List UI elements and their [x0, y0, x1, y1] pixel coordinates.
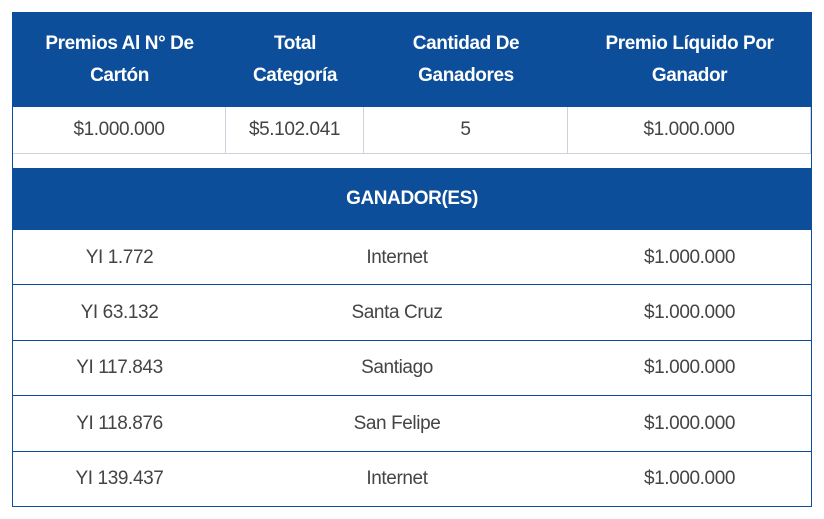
winner-row	[13, 341, 811, 397]
winner-cell: YI 117.843	[76, 357, 163, 379]
winner-cell: YI 118.876	[76, 412, 163, 434]
summary-cell: $1.000.000	[13, 107, 226, 154]
winner-row	[13, 230, 811, 286]
winner-cell: $1.000.000	[643, 301, 736, 323]
column-header: Total Categoría	[226, 13, 364, 107]
winner-cell: YI 1.772	[85, 246, 154, 268]
winner-cell: San Felipe	[353, 412, 441, 434]
winner-row	[13, 285, 811, 341]
winner-cell: YI 63.132	[80, 301, 159, 323]
winner-row	[13, 452, 811, 506]
winner-cell: $1.000.000	[643, 357, 736, 379]
winner-cell: Santiago	[361, 357, 433, 379]
section-title: GANADOR(ES)	[13, 168, 811, 230]
winner-cell: Internet	[366, 468, 428, 490]
winner-cell: $1.000.000	[643, 412, 736, 434]
column-header: Premio Líquido Por Ganador	[568, 13, 811, 107]
winner-cell: YI 139.437	[75, 468, 164, 490]
winner-row	[13, 396, 811, 452]
prize-table: Premios Al N° De Cartón Total Categoría Ca…	[12, 12, 812, 507]
summary-cell: $5.102.041	[226, 107, 364, 154]
winner-cell: Internet	[366, 246, 428, 268]
summary-cell: 5	[364, 107, 568, 154]
winner-cell: $1.000.000	[643, 246, 736, 268]
winner-cell: $1.000.000	[643, 468, 736, 490]
column-header: Cantidad De Ganadores	[364, 13, 568, 107]
summary-cell: $1.000.000	[568, 107, 811, 154]
winner-cell: Santa Cruz	[351, 301, 443, 323]
column-header: Premios Al N° De Cartón	[13, 13, 226, 107]
